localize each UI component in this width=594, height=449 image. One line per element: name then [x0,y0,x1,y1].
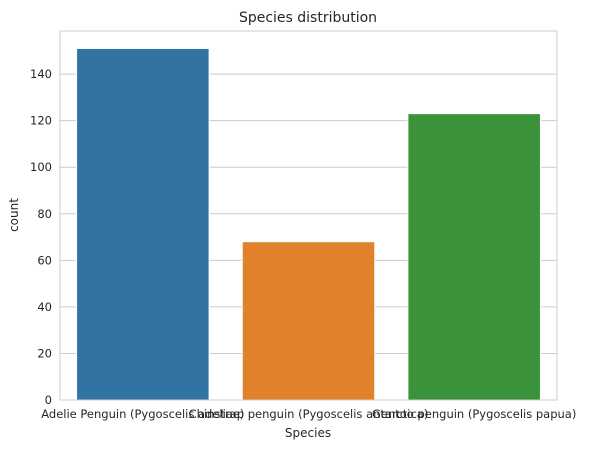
x-tick-label: Gentoo penguin (Pygoscelis papua) [372,407,576,421]
bar [407,113,541,401]
x-tick-labels: Adelie Penguin (Pygoscelis adeliae)Chins… [41,407,576,421]
bars [76,47,541,401]
bar [241,241,376,401]
y-tick-label: 120 [30,114,52,128]
y-tick-label: 80 [37,207,52,221]
bar [76,47,210,401]
y-tick-label: 140 [30,67,52,81]
y-axis-title: count [7,198,21,232]
y-tick-labels: 0 20 40 60 80 100 120 140 [30,67,52,407]
y-tick-label: 100 [30,160,52,174]
chart-title: Species distribution [239,10,377,26]
y-tick-label: 40 [37,300,52,314]
x-tick-label: Chinstrap penguin (Pygoscelis antarctica… [189,407,429,421]
plot-frame [59,30,558,401]
x-tick-label: Adelie Penguin (Pygoscelis adeliae) [41,407,244,421]
y-tick-label: 60 [37,253,52,267]
y-tick-label: 20 [37,346,52,360]
x-axis-title: Species [285,426,331,440]
y-tick-label: 0 [45,393,52,407]
